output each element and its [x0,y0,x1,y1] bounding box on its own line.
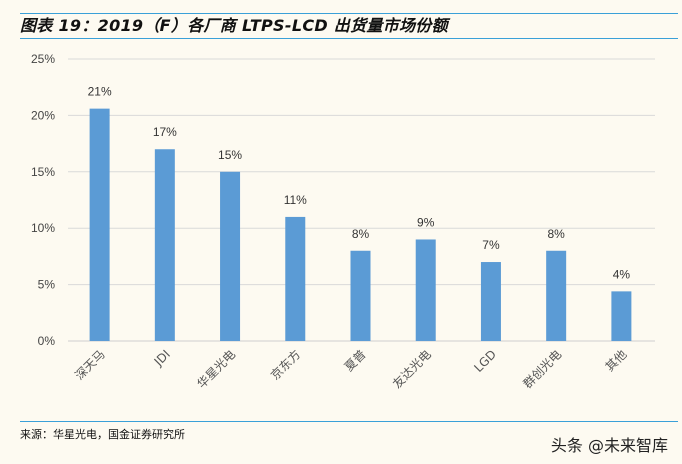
x-tick-label: 友达光电 [390,347,434,391]
x-tick-label: LGD [471,347,499,375]
data-label: 21% [88,85,112,99]
data-label: 17% [153,125,177,139]
y-tick-label: 5% [38,278,56,292]
y-tick-label: 0% [38,334,56,348]
y-tick-label: 20% [31,108,55,122]
data-label: 9% [417,215,435,229]
data-label: 15% [218,148,242,162]
data-label: 8% [352,227,370,241]
bar [89,108,110,342]
data-label: 7% [482,238,500,252]
title-rule [20,38,678,39]
top-rule [20,13,678,14]
bar [415,239,436,341]
y-tick-label: 10% [31,221,55,235]
data-label: 4% [613,267,631,281]
x-tick-label: 夏普 [342,347,369,374]
bar [611,291,632,341]
x-tick-label: 华星光电 [194,347,238,391]
bottom-rule [20,421,678,422]
watermark: 头条 @未来智库 [550,436,668,455]
y-tick-label: 15% [31,165,55,179]
y-tick-label: 25% [31,52,55,66]
data-label: 8% [547,227,565,241]
source-note: 来源：华星光电，国金证券研究所 [20,428,185,441]
bar [285,216,306,341]
bar [220,171,241,341]
x-tick-label: JDI [151,347,173,369]
x-tick-label: 京东方 [267,347,303,383]
bar [154,149,175,341]
chart-title: 图表 19：2019（F）各厂商 LTPS-LCD 出货量市场份额 [20,16,448,35]
bar [350,250,371,341]
bar [480,262,501,341]
data-label: 11% [284,193,307,207]
x-tick-label: 群创光电 [520,347,564,391]
x-tick-label: 深天马 [72,347,107,382]
x-tick-label: 其他 [603,347,630,374]
bar [546,250,567,341]
